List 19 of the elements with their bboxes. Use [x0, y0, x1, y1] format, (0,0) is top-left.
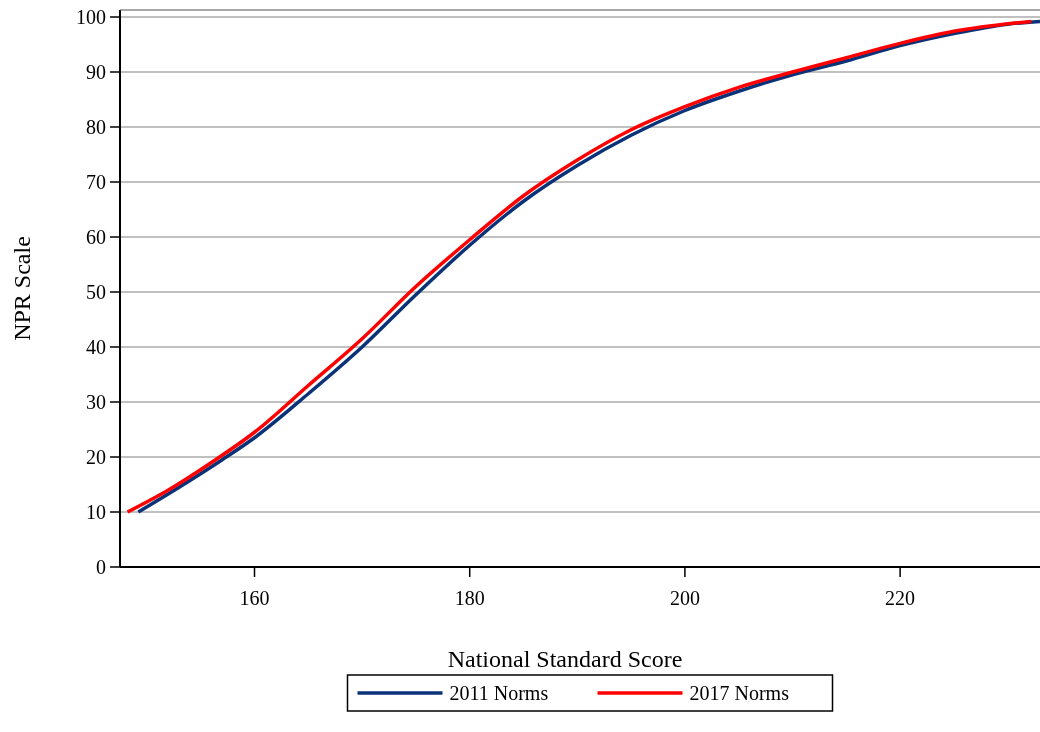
y-tick-label: 90: [86, 61, 106, 83]
y-tick-label: 70: [86, 171, 106, 193]
legend-label: 2011 Norms: [449, 682, 549, 704]
x-tick-label: 220: [885, 587, 916, 609]
x-tick-label: 160: [239, 587, 270, 609]
x-axis-title: National Standard Score: [447, 646, 683, 672]
y-tick-label: 30: [86, 391, 106, 413]
x-tick-label: 180: [454, 587, 485, 609]
y-tick-label: 40: [86, 336, 106, 358]
y-tick-label: 10: [86, 501, 106, 523]
y-tick-label: 50: [86, 281, 106, 303]
x-tick-label: 200: [669, 587, 700, 609]
legend-label: 2017 Norms: [689, 682, 790, 704]
y-axis-title: NPR Scale: [9, 236, 35, 341]
y-tick-label: 60: [86, 226, 106, 248]
y-tick-label: 0: [96, 556, 106, 578]
y-tick-label: 100: [76, 6, 106, 28]
y-tick-label: 80: [86, 116, 106, 138]
y-tick-label: 20: [86, 446, 106, 468]
